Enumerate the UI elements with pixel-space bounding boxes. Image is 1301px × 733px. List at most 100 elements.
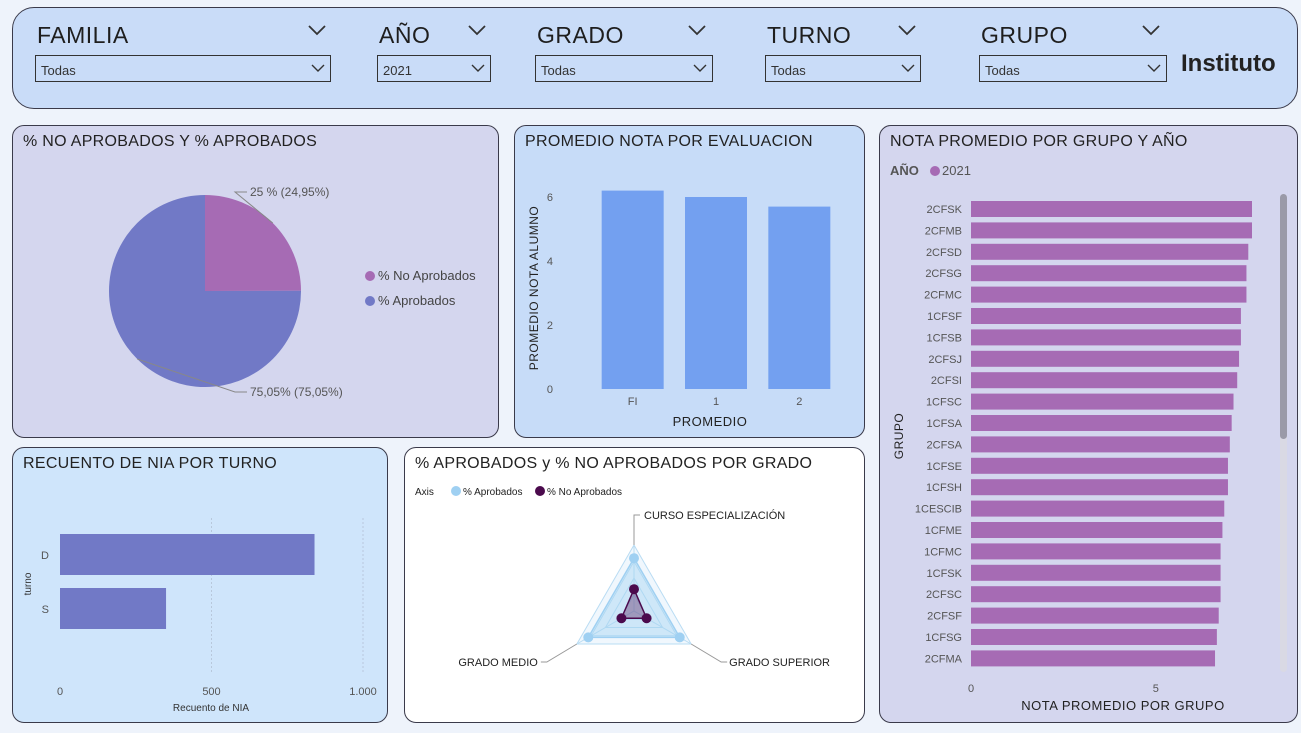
group-category-label: 1CFSK — [927, 568, 963, 580]
group-category-label: 1CFMC — [924, 546, 962, 558]
brand-title: Instituto — [1181, 50, 1276, 77]
eval-ytick-label: 4 — [547, 256, 553, 268]
group-category-label: 1CFSG — [925, 632, 962, 644]
group-category-label: 1CFSH — [926, 482, 962, 494]
eval-title: PROMEDIO NOTA POR EVALUACION — [525, 133, 813, 150]
turno-bar — [60, 588, 167, 629]
group-category-label: 2CFMA — [925, 653, 963, 665]
radar-legend-title: Axis — [415, 487, 434, 498]
eval-xaxis-title: PROMEDIO — [673, 414, 748, 429]
group-category-label: 2CFSD — [926, 247, 962, 259]
group-category-label: 1CFSB — [927, 332, 962, 344]
group-bar — [971, 350, 1240, 367]
pie-legend-marker — [365, 271, 375, 281]
pie-slice — [108, 195, 301, 387]
radar-data-point — [641, 613, 652, 624]
filter-bar: FAMILIA Todas AÑO 2021 GRADO Todas TURNO… — [12, 7, 1298, 109]
group-bar — [971, 415, 1232, 431]
chevron-down-icon — [311, 64, 325, 72]
pie-leader-line — [137, 358, 247, 393]
turno-select[interactable]: Todas — [765, 55, 921, 82]
group-bar — [971, 393, 1234, 410]
group-yaxis-title: GRUPO — [892, 413, 906, 460]
chevron-down-icon[interactable] — [307, 20, 327, 40]
group-category-label: 2CFSF — [927, 611, 962, 623]
group-bar — [971, 543, 1221, 560]
eval-ytick-label: 6 — [547, 192, 553, 204]
group-category-label: 1CFSC — [926, 397, 962, 409]
chevron-down-icon[interactable] — [897, 20, 917, 40]
grado-select[interactable]: Todas — [535, 55, 713, 82]
turno-select-value: Todas — [771, 63, 806, 78]
radar-axis-label: GRADO SUPERIOR — [729, 657, 830, 669]
group-bar — [971, 650, 1216, 667]
eval-panel: PROMEDIO NOTA POR EVALUACION 0 2 4 6 FI 1 2 PRO… — [514, 125, 865, 438]
turno-bar — [60, 534, 315, 575]
grupo-select[interactable]: Todas — [979, 55, 1167, 82]
radar-series-area — [620, 587, 648, 620]
scrollbar-thumb[interactable] — [1280, 194, 1287, 439]
radar-panel: % APROBADOS y % NO APROBADOS POR GRADO A… — [404, 447, 865, 723]
radar-axis-label: GRADO MEDIO — [458, 657, 538, 669]
familia-select-value: Todas — [41, 63, 76, 78]
anio-select[interactable]: 2021 — [377, 55, 491, 82]
group-category-label: 1CFSE — [927, 461, 962, 473]
group-xtick-label: 0 — [968, 683, 974, 695]
chevron-down-icon — [901, 64, 915, 72]
radar-legend-marker — [451, 486, 461, 496]
pie-title: % NO APROBADOS Y % APROBADOS — [23, 133, 318, 150]
grupo-select-value: Todas — [985, 63, 1020, 78]
chevron-down-icon[interactable] — [467, 20, 487, 40]
filter-grupo-label: GRUPO — [981, 22, 1068, 48]
group-bar — [971, 522, 1223, 538]
familia-select[interactable]: Todas — [35, 55, 331, 82]
radar-axis-leader — [540, 643, 578, 663]
turno-category-label: D — [41, 550, 49, 562]
group-panel: NOTA PROMEDIO POR GRUPO Y AÑO AÑO 2021 2CF… — [879, 125, 1298, 723]
group-bar — [971, 222, 1252, 239]
radar-data-point — [629, 584, 639, 595]
eval-xtick-label: 2 — [796, 396, 802, 408]
pie-panel: % NO APROBADOS Y % APROBADOS 25 % (24,95… — [12, 125, 499, 438]
turno-xtick-label: 0 — [57, 686, 63, 698]
group-bar-chart: AÑO 2021 2CFSK 2CFMB 2CFSD 2CFSG 2CFMC 1CFSF 1CF… — [890, 163, 1252, 713]
eval-xtick-label: FI — [628, 396, 638, 408]
filter-grado-label: GRADO — [537, 22, 624, 48]
pie-legend-label: % Aprobados — [378, 293, 456, 308]
group-category-label: 2CFSG — [925, 268, 962, 280]
radar-axis-leader — [690, 643, 728, 663]
eval-yaxis-title: PROMEDIO NOTA ALUMNO — [527, 206, 541, 370]
group-xaxis-title: NOTA PROMEDIO POR GRUPO — [1021, 698, 1224, 713]
pie-data-label: 75,05% (75,05%) — [250, 385, 343, 399]
eval-bar-chart: 0 2 4 6 FI 1 2 PROMEDIO PROMEDIO NOTA ALUMNO — [527, 190, 831, 429]
chevron-down-icon[interactable] — [687, 20, 707, 40]
turno-panel: RECUENTO DE NIA POR TURNO 0 500 1.000 D S Rec… — [12, 447, 388, 723]
radar-legend-marker — [535, 486, 545, 496]
group-category-label: 1CFME — [925, 525, 962, 537]
eval-bar — [685, 197, 747, 389]
chevron-down-icon — [693, 64, 707, 72]
pie-chart: 25 % (24,95%) % No Aprobados 75,05% (75,05… — [108, 185, 476, 399]
scrollbar[interactable] — [1280, 194, 1287, 672]
group-category-label: 2CFSI — [931, 375, 962, 387]
group-bar — [971, 372, 1238, 389]
chevron-down-icon[interactable] — [1141, 20, 1161, 40]
radar-series-area — [586, 556, 682, 639]
turno-xtick-label: 500 — [202, 686, 220, 698]
group-title: NOTA PROMEDIO POR GRUPO Y AÑO — [890, 133, 1188, 150]
radar-axis-label: CURSO ESPECIALIZACIÓN — [644, 509, 785, 522]
radar-legend-label: % Aprobados — [463, 487, 523, 498]
group-category-label: 2CFMC — [924, 290, 962, 302]
eval-bar — [601, 190, 664, 389]
turno-xtick-label: 1.000 — [349, 686, 377, 698]
group-legend-marker — [930, 166, 940, 176]
eval-xtick-label: 1 — [713, 396, 719, 408]
group-category-label: 2CFSJ — [928, 354, 962, 366]
group-category-label: 2CFSC — [926, 589, 962, 601]
grado-select-value: Todas — [541, 63, 576, 78]
group-bar — [971, 457, 1228, 474]
group-bar — [971, 586, 1221, 603]
pie-data-label: 25 % (24,95%) — [250, 185, 329, 199]
turno-title: RECUENTO DE NIA POR TURNO — [23, 455, 278, 472]
group-legend-label: 2021 — [942, 163, 971, 178]
